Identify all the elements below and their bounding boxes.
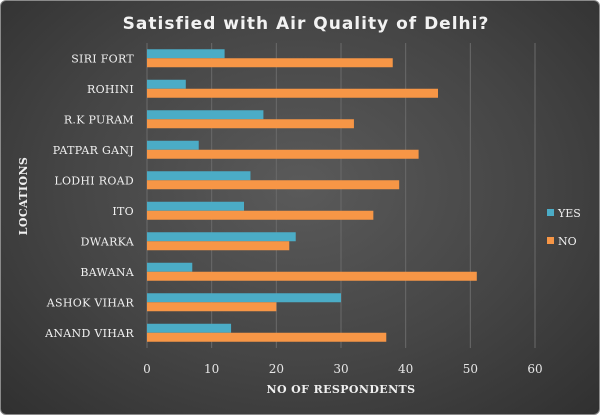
bar-no[interactable] xyxy=(147,88,438,98)
category-label: ROHINI xyxy=(87,83,134,96)
bar-no[interactable] xyxy=(147,271,477,281)
legend-swatch-yes xyxy=(547,209,554,216)
category-label: SIRI FORT xyxy=(71,52,134,65)
x-tick-label: 50 xyxy=(463,362,478,376)
bar-yes[interactable] xyxy=(147,171,251,181)
x-axis-title: NO OF RESPONDENTS xyxy=(267,383,416,396)
legend-label-no: NO xyxy=(558,235,577,248)
legend: YES NO xyxy=(547,207,581,248)
bar-yes[interactable] xyxy=(147,201,244,211)
x-tick-label: 60 xyxy=(527,362,542,376)
bar-no[interactable] xyxy=(147,149,419,159)
category-label: R.K PURAM xyxy=(64,113,134,126)
bar-yes[interactable] xyxy=(147,232,296,242)
x-tick-label: 10 xyxy=(204,362,219,376)
y-axis-title: LOCATIONS xyxy=(17,157,30,236)
bar-yes[interactable] xyxy=(147,140,199,150)
chart-title: Satisfied with Air Quality of Delhi? xyxy=(123,14,490,34)
x-tick-labels: 0 10 20 30 40 50 60 xyxy=(143,362,542,376)
x-tick-label: 30 xyxy=(333,362,348,376)
bar-no[interactable] xyxy=(147,210,374,220)
category-label: ASHOK VIHAR xyxy=(46,296,135,309)
bar-yes[interactable] xyxy=(147,262,193,272)
category-label: BAWANA xyxy=(80,266,134,279)
bar-yes[interactable] xyxy=(147,110,264,120)
bar-yes[interactable] xyxy=(147,293,341,303)
legend-item-no[interactable]: NO xyxy=(547,235,577,248)
bar-no[interactable] xyxy=(147,302,277,312)
bars xyxy=(147,49,477,342)
bar-yes[interactable] xyxy=(147,323,232,333)
category-label: LODHI ROAD xyxy=(54,174,134,187)
legend-swatch-no xyxy=(547,237,554,244)
bar-yes[interactable] xyxy=(147,79,186,89)
bar-no[interactable] xyxy=(147,332,387,342)
bar-no[interactable] xyxy=(147,58,393,68)
category-labels: SIRI FORT ROHINI R.K PURAM PATPAR GANJ LODHI… xyxy=(44,52,135,340)
category-label: ITO xyxy=(112,205,134,218)
category-label: DWARKA xyxy=(81,235,135,248)
x-tick-label: 40 xyxy=(398,362,413,376)
bar-no[interactable] xyxy=(147,241,290,251)
x-tick-label: 20 xyxy=(269,362,284,376)
bar-no[interactable] xyxy=(147,180,400,190)
bar-yes[interactable] xyxy=(147,49,225,59)
x-tick-label: 0 xyxy=(143,362,151,376)
legend-label-yes: YES xyxy=(557,207,581,220)
legend-item-yes[interactable]: YES xyxy=(547,207,581,220)
category-label: PATPAR GANJ xyxy=(53,144,134,157)
bar-no[interactable] xyxy=(147,119,354,129)
category-label: ANAND VIHAR xyxy=(44,327,134,340)
